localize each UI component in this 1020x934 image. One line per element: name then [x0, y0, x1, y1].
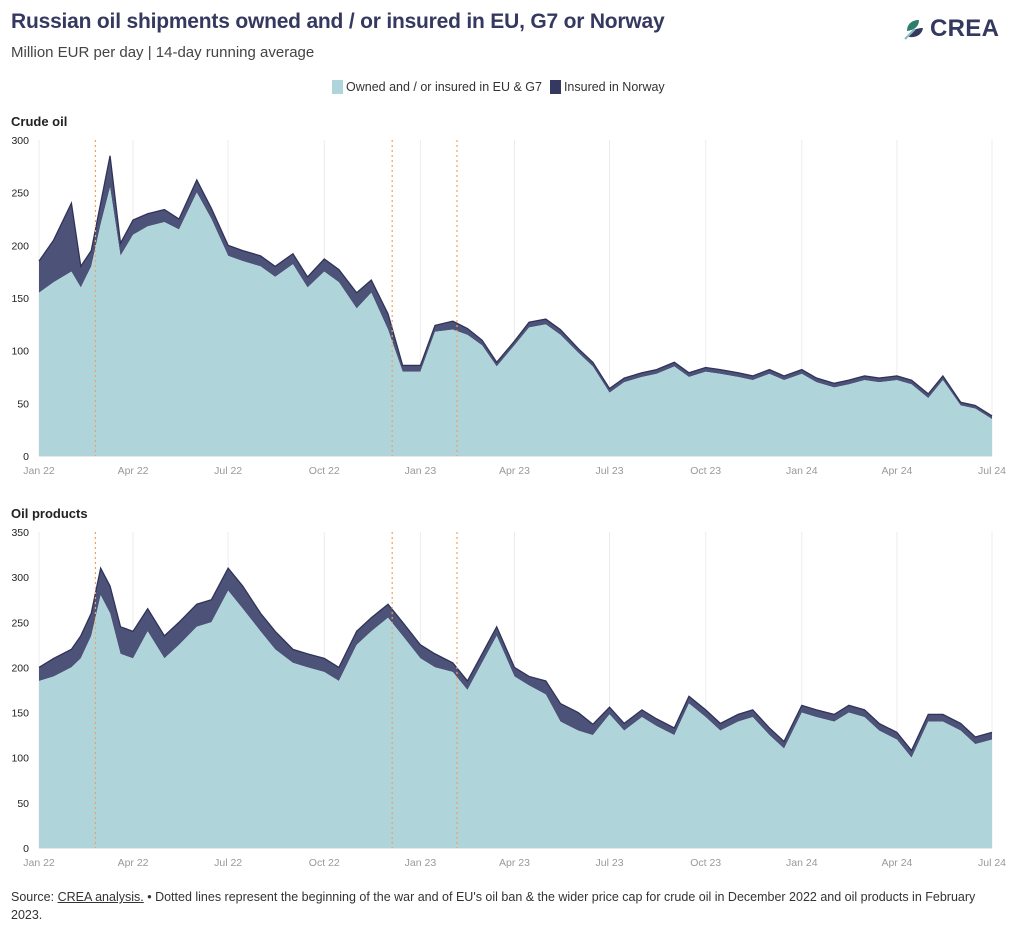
y-tick-label: 300: [11, 572, 29, 584]
crea-logo[interactable]: CREA: [903, 14, 999, 44]
footer-text: • Dotted lines represent the beginning o…: [11, 890, 976, 922]
y-tick-label: 200: [11, 240, 29, 252]
oil-products-panel-title: Oil products: [11, 506, 88, 521]
y-tick-label: 0: [23, 451, 29, 463]
y-tick-label: 50: [17, 398, 29, 410]
legend: Owned and / or insured in EU & G7 Insure…: [332, 80, 673, 94]
x-tick-label: Jan 23: [405, 465, 437, 477]
x-tick-label: Jul 22: [214, 465, 242, 477]
legend-item-eu-g7[interactable]: Owned and / or insured in EU & G7: [332, 80, 542, 94]
y-tick-label: 100: [11, 753, 29, 765]
x-tick-label: Jan 22: [23, 465, 55, 477]
x-tick-label: Jul 24: [978, 465, 1006, 477]
y-tick-label: 250: [11, 617, 29, 629]
y-tick-label: 100: [11, 346, 29, 358]
x-tick-label: Jan 23: [405, 857, 437, 869]
x-tick-label: Apr 23: [499, 465, 530, 477]
x-tick-label: Apr 22: [118, 465, 149, 477]
footer-note: Source: CREA analysis. • Dotted lines re…: [11, 888, 1001, 924]
oil-products-chart: 0 50 100 150 200 250 300 350 Jan 22 Apr 22 Jul 22 O…: [11, 527, 1006, 869]
logo-text: CREA: [930, 15, 1000, 42]
crude-oil-chart: 0 50 100 150 200 250 300 Jan 22 Apr 22 Jul 22 Oct …: [11, 135, 1006, 477]
x-tick-label: Jan 22: [23, 857, 55, 869]
y-tick-label: 50: [17, 798, 29, 810]
x-tick-label: Apr 23: [499, 857, 530, 869]
series-eu-g7-area: [39, 590, 992, 848]
legend-item-norway[interactable]: Insured in Norway: [549, 80, 665, 94]
x-tick-label: Apr 22: [118, 857, 149, 869]
y-tick-label: 0: [23, 843, 29, 855]
series-eu-g7-area: [39, 187, 992, 456]
y-tick-label: 150: [11, 293, 29, 305]
series-total-outline: [38, 566, 993, 752]
x-tick-label: Jul 23: [596, 465, 624, 477]
x-tick-label: Apr 24: [881, 465, 912, 477]
y-tick-label: 250: [11, 188, 29, 200]
page-subtitle: Million EUR per day | 14-day running ave…: [11, 44, 315, 61]
y-tick-label: 300: [11, 135, 29, 147]
x-tick-label: Jan 24: [786, 465, 818, 477]
x-tick-label: Oct 23: [690, 857, 721, 869]
x-tick-label: Jan 24: [786, 857, 818, 869]
series-total-outline: [38, 155, 993, 417]
series-norway-area: [39, 568, 992, 758]
legend-swatch-norway: [549, 80, 561, 94]
legend-label-norway: Insured in Norway: [563, 80, 665, 94]
y-tick-label: 200: [11, 662, 29, 674]
page-title: Russian oil shipments owned and / or ins…: [11, 10, 665, 33]
legend-swatch-eu-g7: [332, 80, 343, 94]
x-tick-label: Oct 22: [309, 465, 340, 477]
x-tick-label: Jul 24: [978, 857, 1006, 869]
x-tick-label: Jul 22: [214, 857, 242, 869]
legend-label-eu-g7: Owned and / or insured in EU & G7: [346, 80, 542, 94]
x-tick-label: Oct 23: [690, 465, 721, 477]
crude-oil-panel-title: Crude oil: [11, 114, 68, 129]
x-tick-label: Apr 24: [881, 857, 912, 869]
source-label: Source:: [11, 890, 55, 904]
crea-leaf-icon: [904, 20, 923, 40]
y-tick-label: 350: [11, 527, 29, 539]
x-tick-label: Jul 23: [596, 857, 624, 869]
x-tick-label: Oct 22: [309, 857, 340, 869]
source-link[interactable]: CREA analysis.: [57, 890, 144, 904]
y-tick-label: 150: [11, 708, 29, 720]
